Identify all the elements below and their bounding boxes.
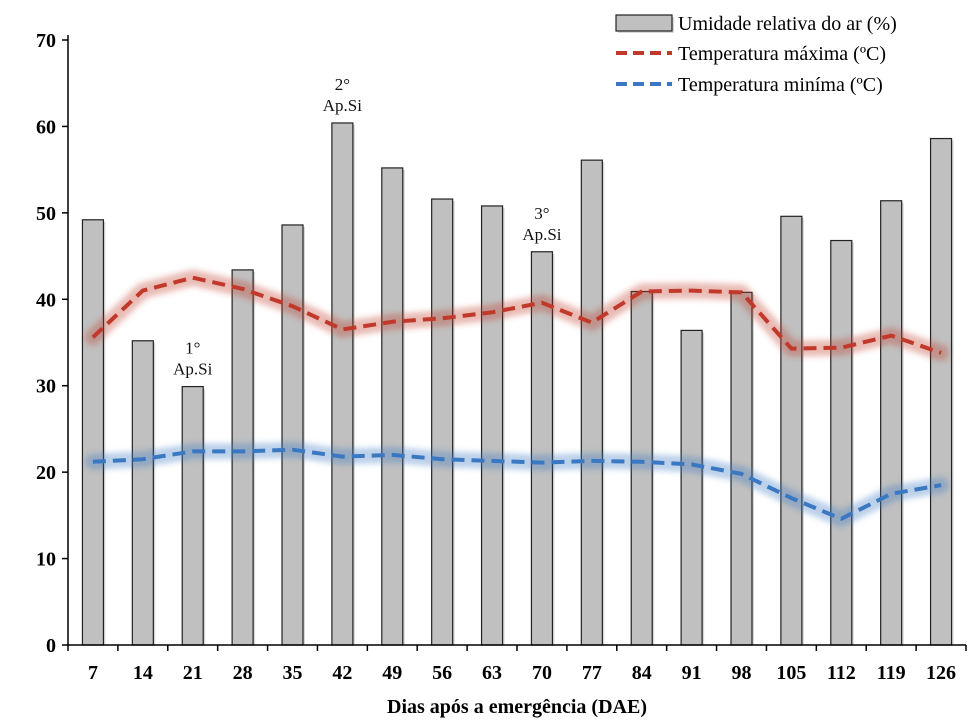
x-tick-label: 35 [283, 662, 303, 684]
x-tick-label: 14 [133, 662, 153, 684]
legend-swatch-bar [615, 14, 673, 32]
series-line [92, 447, 942, 521]
x-tick-label: 84 [632, 662, 652, 684]
x-tick-label: 21 [183, 662, 203, 684]
x-tick-label: 28 [233, 662, 253, 684]
y-tick-label: 0 [46, 635, 56, 657]
annotation-label: Ap.Si [522, 225, 561, 244]
y-tick-label: 50 [36, 203, 56, 225]
legend-label: Temperatura miníma (ºC) [678, 74, 883, 96]
bar [81, 219, 105, 646]
bar [929, 137, 953, 646]
x-tick-label: 119 [877, 662, 906, 684]
bar [880, 200, 903, 646]
bar [131, 340, 154, 646]
x-tick-label: 42 [332, 662, 352, 684]
legend-label: Umidade relativa do ar (%) [678, 13, 897, 35]
y-tick-label: 10 [36, 549, 56, 571]
y-tick-label: 30 [36, 376, 56, 398]
x-tick-label: 126 [926, 662, 956, 684]
series-line [91, 275, 942, 355]
bar [431, 198, 454, 646]
x-tick-label: 70 [532, 662, 552, 684]
annotation-label: Ap.Si [323, 96, 362, 115]
axes: 0 10 20 30 40 50 60 70 7 14 21 28 35 42 49 56 63 70 77 84 91… [36, 30, 967, 684]
humidity-bars [81, 122, 954, 646]
x-tick-label: 63 [482, 662, 502, 684]
bar [830, 239, 853, 646]
x-tick-label: 7 [88, 662, 98, 684]
y-tick-label: 70 [36, 30, 56, 52]
bar [680, 329, 703, 646]
bar [181, 385, 204, 646]
x-tick-label: 105 [776, 662, 806, 684]
bar [780, 215, 803, 646]
x-tick-label: 91 [682, 662, 702, 684]
y-tick-label: 20 [36, 462, 56, 484]
bar [381, 167, 404, 646]
x-tick-label: 77 [582, 662, 602, 684]
x-axis-title: Dias após a emergência (DAE) [387, 696, 647, 718]
x-tick-label: 56 [432, 662, 452, 684]
annotation-label: 1° [185, 339, 200, 358]
bar [580, 159, 603, 646]
y-tick-label: 60 [36, 116, 56, 138]
x-tick-label: 49 [382, 662, 402, 684]
annotation-label: 3° [534, 204, 549, 223]
annotation-label: Ap.Si [173, 360, 212, 379]
temperature-lines [84, 269, 950, 527]
legend-label: Temperatura máxima (ºC) [678, 43, 886, 65]
x-tick-label: 112 [827, 662, 856, 684]
annotation-label: 2° [335, 75, 350, 94]
annotations: 1° Ap.Si 2° Ap.Si 3° Ap.Si [173, 75, 562, 379]
bar [480, 205, 504, 646]
bar [281, 224, 304, 646]
y-tick-label: 40 [36, 289, 56, 311]
legend: Umidade relativa do ar (%) Temperatura má… [615, 13, 897, 96]
series-line-glow [84, 269, 950, 361]
x-tick-label: 98 [732, 662, 752, 684]
bar [331, 122, 354, 646]
